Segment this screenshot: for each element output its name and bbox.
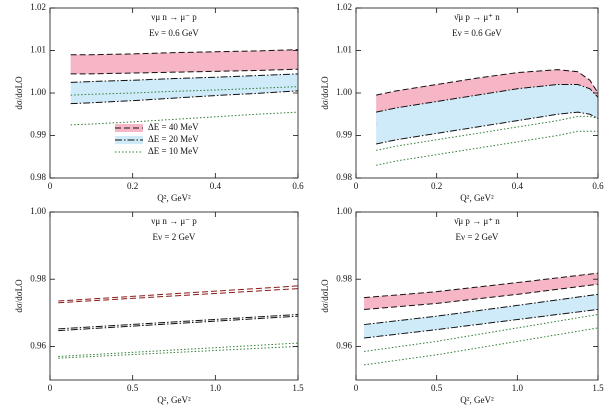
x-tick-label: 0.2 (431, 181, 442, 191)
y-tick-label: 1.00 (30, 206, 46, 216)
band-fill (70, 73, 298, 104)
y-axis-label: dσ/dσLO (320, 279, 330, 313)
y-tick-label: 0.96 (336, 340, 352, 350)
y-tick-label: 1.00 (336, 87, 352, 97)
band-fill (70, 49, 298, 74)
band-edge (70, 49, 298, 56)
y-tick-label: 0.98 (30, 172, 46, 182)
plot-frame (49, 211, 299, 381)
band-edge (58, 342, 298, 357)
x-tick-label: 0 (354, 181, 359, 191)
legend-label: ΔE = 10 MeV (148, 146, 199, 156)
plot-frame (355, 211, 599, 381)
band-edge (364, 272, 598, 299)
panel-title: νμ n → μ⁻ p (151, 12, 197, 22)
band-edge (58, 313, 298, 330)
band-fill (364, 273, 598, 310)
y-tick-label: 1.00 (30, 87, 46, 97)
y-tick-label: 0.98 (336, 273, 352, 283)
legend-label: ΔE = 40 MeV (148, 122, 199, 132)
y-tick-label: 0.98 (30, 273, 46, 283)
band-edge (58, 288, 298, 304)
x-tick-label: 0.2 (127, 181, 138, 191)
x-tick-label: 0.6 (292, 181, 304, 191)
x-tick-label: 0.6 (592, 181, 604, 191)
y-tick-label: 0.99 (336, 130, 352, 140)
y-tick-label: 1.01 (336, 45, 352, 55)
band-edge (58, 285, 298, 302)
y-axis-label: dσ/dσLO (320, 76, 330, 110)
y-tick-label: 1.02 (30, 2, 46, 12)
band-edge (70, 73, 298, 83)
y-tick-label: 0.99 (30, 130, 46, 140)
x-tick-label: 0.4 (210, 181, 222, 191)
band-edge (376, 84, 598, 113)
panel-subtitle: Eν = 2 GeV (456, 232, 499, 242)
y-tick-label: 1.00 (336, 206, 352, 216)
band-edge (364, 308, 598, 339)
x-tick-label: 0.5 (127, 383, 139, 393)
x-tick-label: 0 (48, 383, 53, 393)
band-edge (58, 315, 298, 332)
x-tick-label: 0.4 (512, 181, 524, 191)
band-edge (364, 283, 598, 310)
band-edge (70, 68, 298, 75)
x-tick-label: 1.0 (210, 383, 222, 393)
panel-subtitle: Eν = 2 GeV (153, 232, 196, 242)
x-axis-label: Q², GeV² (460, 395, 494, 405)
panel-subtitle: Eν = 0.6 GeV (452, 28, 502, 38)
x-tick-label: 1.0 (512, 383, 524, 393)
y-axis-label: dσ/dσLO (14, 279, 24, 313)
panel-title: ν̄μ p → μ⁺ n (454, 12, 500, 22)
y-tick-label: 1.01 (30, 45, 46, 55)
band-fill (376, 84, 598, 144)
band-edge (70, 111, 298, 126)
panel-title: ν̄μ p → μ⁺ n (454, 216, 500, 226)
band-edge (70, 86, 298, 96)
y-tick-label: 0.96 (30, 340, 46, 350)
x-tick-label: 0 (354, 383, 359, 393)
x-tick-label: 1.5 (292, 383, 304, 393)
x-tick-label: 0 (48, 181, 53, 191)
x-axis-label: Q², GeV² (157, 395, 191, 405)
x-axis-label: Q², GeV² (157, 193, 191, 203)
y-tick-label: 0.98 (336, 172, 352, 182)
band-fill (364, 294, 598, 338)
x-tick-label: 0.5 (431, 383, 443, 393)
panel-title: νμ n → μ⁻ p (151, 216, 197, 226)
band-edge (364, 293, 598, 326)
y-axis-label: dσ/dσLO (14, 76, 24, 110)
band-edge (376, 111, 598, 145)
x-tick-label: 1.5 (592, 383, 604, 393)
band-edge (58, 345, 298, 359)
legend-label: ΔE = 20 MeV (148, 134, 199, 144)
x-axis-label: Q², GeV² (460, 193, 494, 203)
band-edge (70, 90, 298, 105)
y-tick-label: 1.02 (336, 2, 352, 12)
panel-subtitle: Eν = 0.6 GeV (149, 28, 199, 38)
